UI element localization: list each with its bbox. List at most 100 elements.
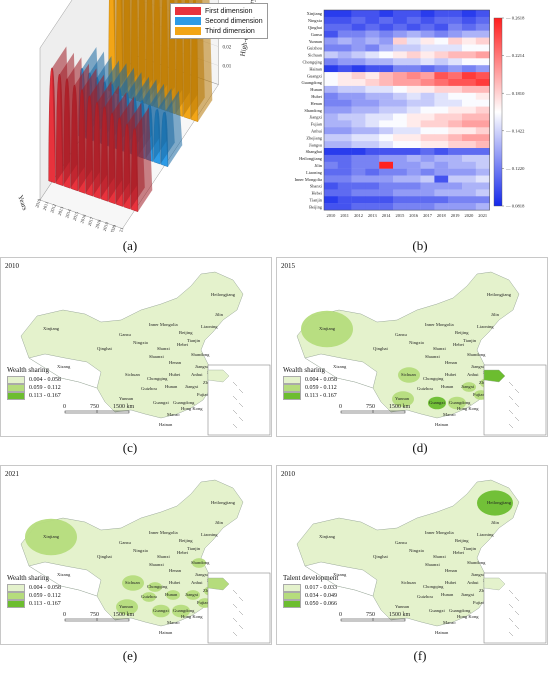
heatmap-cell	[448, 92, 463, 100]
heatmap-cell	[351, 10, 366, 18]
shaded-region	[477, 490, 513, 516]
heatmap-cell	[365, 30, 380, 38]
map-outline	[296, 271, 520, 419]
caption-c: (c)	[122, 440, 138, 455]
col-label: 2018	[437, 213, 447, 218]
heatmap-cell	[406, 120, 421, 128]
heatmap-cell	[365, 120, 380, 128]
heatmap-cell	[462, 51, 476, 59]
inset-dash	[232, 381, 238, 387]
heatmap-cell	[420, 106, 435, 114]
place-label: Anhui	[191, 372, 203, 377]
map-outline	[296, 479, 520, 627]
scale-label: 1500 km	[389, 404, 411, 410]
heatmap-cell	[379, 148, 394, 156]
legend-class-label: 0.113 - 0.167	[29, 393, 61, 399]
heatmap-cell	[393, 203, 407, 211]
inset-coast	[207, 369, 230, 383]
row-label: Henan	[311, 101, 323, 106]
legend-row: 0.004 - 0.058	[283, 376, 337, 384]
heatmap-cell	[406, 141, 421, 149]
map-year-label: 2015	[281, 262, 295, 270]
heatmap-cell	[365, 79, 380, 87]
place-label: Hong Kong	[457, 614, 479, 619]
heatmap-cell	[462, 37, 476, 45]
heatmap-cell	[365, 65, 380, 73]
place-label: Chongqing	[147, 584, 168, 589]
heatmap-cell	[448, 168, 463, 176]
heatmap-cell	[337, 92, 352, 100]
heatmap-cell	[420, 99, 435, 107]
heatmap-cell	[379, 16, 394, 24]
place-label: Jilin	[215, 520, 224, 525]
place-label: Jiangsu	[195, 364, 209, 369]
map-year-label: 2010	[5, 262, 19, 270]
heatmap-cell	[475, 106, 490, 114]
heatmap-cell	[420, 148, 435, 156]
year-tick-label: 2013	[57, 205, 65, 216]
heatmap-cell	[324, 16, 338, 24]
place-label: Hainan	[435, 630, 449, 635]
map-svg: Xinjiang Xizang Qinghai Gansu Inner Mongolia…	[296, 479, 547, 644]
heatmap-cell	[365, 113, 380, 121]
place-label: Anhui	[191, 580, 203, 585]
heatmap-cell	[379, 58, 394, 66]
heatmap-cell	[475, 120, 490, 128]
shaded-region	[122, 575, 144, 591]
heatmap-cell	[393, 182, 407, 190]
heatmap-cell	[448, 106, 463, 114]
inset-dash	[232, 409, 238, 415]
heatmap-cell	[337, 23, 352, 31]
inset-dash	[232, 617, 238, 623]
heatmap-cell	[365, 148, 380, 156]
heatmap-cell	[351, 106, 366, 114]
x-axis-title: Years	[16, 194, 29, 212]
panel-a: 0.010.020.030.040.050.060.070.0820102011…	[0, 0, 270, 237]
chart-b-svg: Xinjiang Ningxia Qinghai Gansu Yunnan Guizhou…	[295, 9, 525, 218]
inset-dash	[514, 402, 520, 408]
place-label: Macao	[443, 620, 456, 625]
legend-swatch	[283, 392, 301, 400]
heatmap-cell	[379, 79, 394, 87]
heatmap-cell	[462, 168, 476, 176]
heatmap-cell	[337, 44, 352, 52]
heatmap-cell	[324, 196, 338, 204]
heatmap-cell	[351, 113, 366, 121]
scale-label: 0	[63, 612, 66, 618]
row-label: Hainan	[309, 66, 322, 71]
heatmap-cell	[462, 203, 476, 211]
heatmap-cell	[420, 16, 435, 24]
heatmap-cell	[434, 175, 449, 183]
place-label: Guangxi	[153, 400, 170, 405]
col-label: 2015	[396, 213, 406, 218]
place-label: Fujian	[197, 392, 209, 397]
area-side	[52, 46, 70, 184]
inset-dash	[514, 624, 520, 630]
place-label: Hebei	[177, 550, 189, 555]
place-label: Shanxi	[433, 346, 446, 351]
shaded-region	[301, 310, 353, 348]
row-label: Heilongjiang	[299, 156, 323, 161]
heatmap-cell	[406, 16, 421, 24]
scale-label: 1500 km	[389, 612, 411, 618]
colorbar-tick-label: — 0.2214	[505, 53, 525, 58]
place-label: Xizang	[57, 364, 71, 369]
heatmap-cell	[475, 58, 490, 66]
place-label: Hainan	[159, 630, 173, 635]
heatmap-cell	[434, 127, 449, 135]
scale-label: 0	[339, 404, 342, 410]
heatmap-cell	[324, 92, 338, 100]
place-label: Shandong	[467, 560, 486, 565]
year-tick-label: 2019	[102, 221, 110, 232]
heatmap-cell	[406, 203, 421, 211]
heatmap-cell	[462, 99, 476, 107]
heatmap-cell	[448, 10, 463, 18]
shaded-region	[392, 391, 414, 407]
chart-a-svg: 0.010.020.030.040.050.060.070.0820102011…	[16, 0, 266, 237]
map-e: 2021 Xinjiang Xizang Qinghai Gansu Inner Mong…	[0, 465, 272, 645]
heatmap-cell	[475, 44, 490, 52]
place-label: Jiangsu	[471, 364, 485, 369]
place-label: Beijing	[455, 330, 469, 335]
heatmap-cell	[393, 189, 407, 197]
col-label: 2019	[451, 213, 461, 218]
